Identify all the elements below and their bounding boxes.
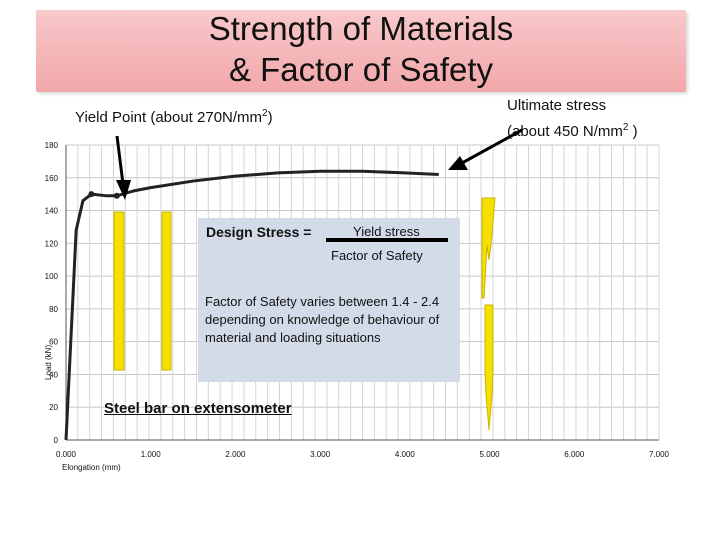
y-tick-label: 140	[45, 207, 59, 216]
x-tick-label: 1.000	[141, 450, 162, 459]
y-axis-label: Load (kN)	[44, 344, 53, 380]
ultimate-arrowhead-icon	[448, 156, 468, 170]
design-stress-label: Design Stress =	[206, 224, 312, 240]
steel-bar-label: Steel bar on extensometer	[104, 400, 292, 417]
steel-bar-icon	[113, 211, 125, 371]
x-tick-label: 3.000	[310, 450, 331, 459]
fraction-numerator: Yield stress	[353, 224, 420, 239]
y-tick-label: 160	[45, 174, 59, 183]
ultimate-line-2: (about 450 N/mm2 )	[507, 117, 638, 143]
fraction-bar	[326, 238, 448, 242]
y-tick-label: 60	[49, 338, 58, 347]
slide-title: Strength of Materials & Factor of Safety	[36, 8, 686, 90]
ultimate-stress-label: Ultimate stress (about 450 N/mm2 )	[507, 95, 638, 143]
yield-point-close: )	[267, 109, 273, 126]
factor-of-safety-text: Factor of Safety varies between 1.4 - 2.…	[205, 294, 440, 345]
title-line-2: & Factor of Safety	[228, 51, 494, 88]
steel-bar-icon	[161, 211, 172, 371]
ultimate-line-1: Ultimate stress	[507, 97, 607, 114]
ultimate-sup: 2	[622, 122, 629, 133]
yield-arrow-icon	[115, 135, 125, 185]
chart-markers	[88, 191, 120, 199]
x-tick-label: 0.000	[56, 450, 77, 459]
yield-point-label: Yield Point (about 270N/mm2)	[75, 108, 273, 126]
fraction-denominator: Factor of Safety	[331, 248, 423, 263]
ultimate-arrow-icon	[461, 128, 523, 165]
load-curve-line	[64, 169, 439, 441]
steel-bar-icon	[484, 304, 494, 431]
ultimate-close: )	[628, 123, 638, 140]
ultimate-text: (about 450 N/mm	[507, 123, 623, 140]
y-tick-label: 120	[45, 239, 59, 248]
x-axis-label: Elongation (mm)	[62, 463, 121, 472]
annotation-arrows	[115, 128, 523, 200]
x-tick-label: 4.000	[395, 450, 416, 459]
x-tick-label: 5.000	[480, 450, 501, 459]
yield-point-sup: 2	[262, 108, 268, 119]
y-tick-label: 0	[54, 436, 59, 445]
steel-bar-icon	[481, 197, 496, 299]
title-line-1: Strength of Materials	[208, 10, 514, 47]
data-point	[113, 192, 120, 199]
y-tick-label: 180	[45, 141, 59, 150]
chart-axes	[65, 145, 659, 441]
y-tick-label: 100	[45, 272, 59, 281]
x-tick-label: 7.000	[649, 450, 670, 459]
design-stress-box	[198, 218, 460, 382]
chart-tick-labels: 0 20 40 60 80 100 120 140 160 180 0.000 1.000 2.000 3…	[45, 141, 670, 459]
chart-series	[64, 169, 439, 441]
title-banner	[36, 10, 686, 92]
y-tick-label: 40	[49, 370, 58, 379]
data-point	[88, 191, 95, 198]
x-tick-label: 6.000	[564, 450, 585, 459]
yield-point-text: Yield Point (about 270N/mm	[75, 109, 263, 126]
yield-arrowhead-icon	[116, 180, 131, 200]
x-tick-label: 2.000	[225, 450, 246, 459]
y-tick-label: 20	[49, 403, 58, 412]
y-tick-label: 80	[49, 305, 58, 314]
steel-bar-sketches	[113, 197, 496, 431]
